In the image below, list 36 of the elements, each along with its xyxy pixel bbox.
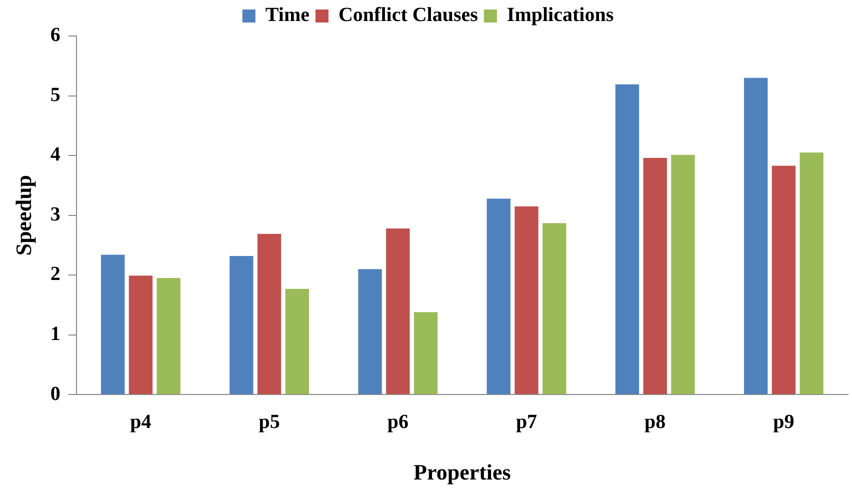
bar: [285, 288, 310, 394]
x-axis-title: Properties: [414, 459, 512, 484]
legend-label: Time: [265, 4, 310, 26]
x-tick-label: p6: [387, 410, 408, 433]
bar: [128, 276, 153, 394]
bar: [156, 278, 180, 394]
y-tick-label: 6: [50, 24, 60, 46]
x-tick-label: p4: [130, 410, 152, 433]
y-tick-label: 1: [50, 323, 60, 346]
bar: [800, 152, 824, 394]
bar: [671, 154, 695, 394]
legend-label: Conflict Clauses: [338, 4, 478, 26]
bar: [358, 269, 382, 394]
y-axis-title: Speedup: [10, 174, 36, 256]
bar: [257, 234, 282, 394]
bar: [100, 254, 125, 394]
y-tick-label: 4: [50, 144, 60, 166]
y-tick-label: 2: [50, 263, 60, 286]
bar: [414, 312, 438, 394]
x-tick-label: p9: [773, 410, 794, 433]
y-tick-label: 3: [50, 203, 60, 226]
bar: [772, 166, 796, 394]
bar: [615, 84, 640, 394]
bar: [230, 256, 254, 394]
y-tick-label: 0: [50, 382, 60, 405]
x-tick-label: p8: [644, 410, 666, 433]
bar: [514, 206, 538, 394]
x-tick-label: p7: [516, 410, 538, 433]
bar: [542, 223, 566, 394]
bar: [744, 78, 768, 394]
x-tick-label: p5: [258, 410, 280, 433]
bar: [486, 198, 510, 394]
bar: [643, 158, 667, 394]
bar: [386, 228, 410, 394]
y-tick-label: 5: [50, 84, 60, 106]
legend-label: Implications: [506, 4, 614, 26]
